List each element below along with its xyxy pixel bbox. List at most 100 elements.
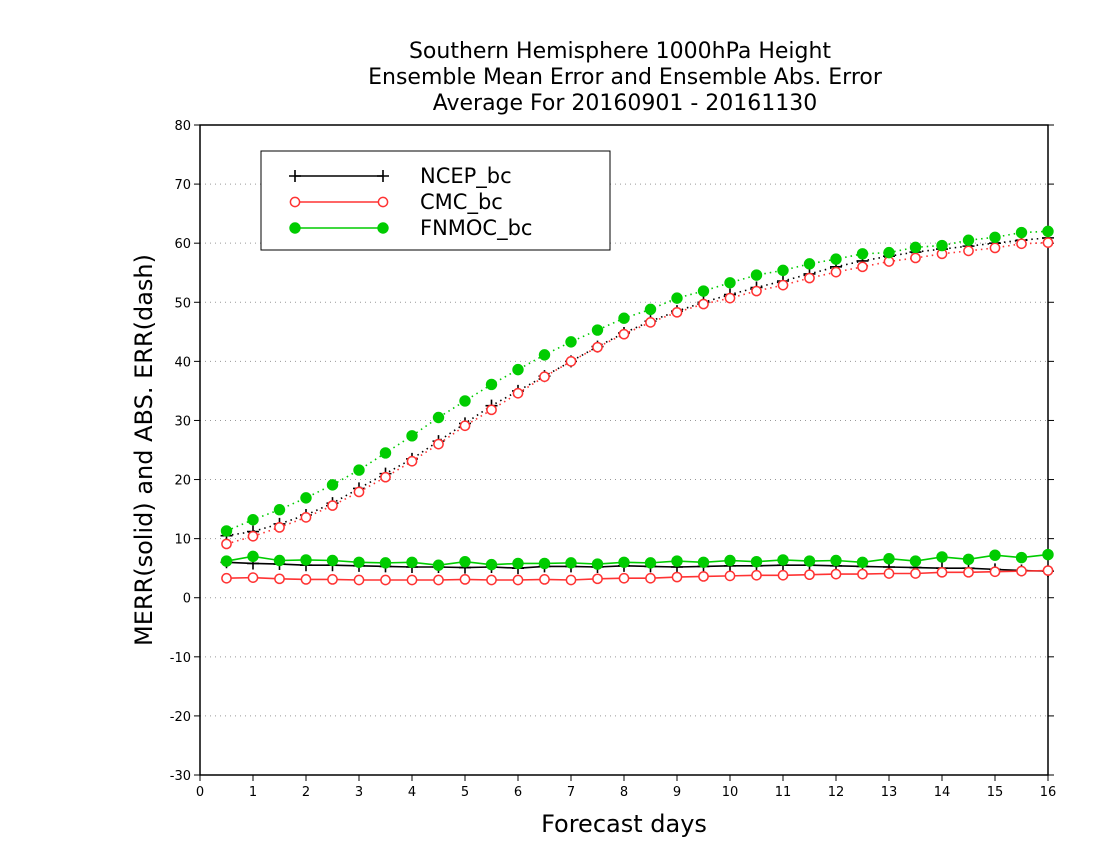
abs-err-point-cmc-bc	[804, 272, 815, 284]
merr-point-fnmoc-bc	[618, 556, 630, 568]
x-tick-label: 16	[1040, 785, 1057, 800]
merr-point-fnmoc-bc	[512, 557, 524, 570]
x-tick-label: 9	[673, 785, 681, 800]
abs-err-point-fnmoc-bc	[485, 378, 498, 391]
y-tick-label: 60	[174, 237, 191, 252]
merr-point-fnmoc-bc	[485, 558, 498, 571]
abs-err-point-fnmoc-bc	[1015, 226, 1028, 239]
abs-err-point-fnmoc-bc	[538, 349, 551, 361]
abs-err-point-fnmoc-bc	[273, 503, 286, 516]
merr-point-fnmoc-bc	[300, 554, 312, 566]
abs-err-point-fnmoc-bc	[936, 239, 948, 252]
abs-err-point-cmc-bc	[671, 306, 683, 318]
abs-err-point-fnmoc-bc	[379, 447, 392, 459]
merr-point-cmc-bc	[804, 569, 815, 581]
abs-err-point-cmc-bc	[724, 292, 736, 304]
abs-err-point-fnmoc-bc	[777, 264, 789, 277]
merr-point-fnmoc-bc	[432, 559, 445, 571]
grid	[200, 183, 1048, 717]
abs-err-point-cmc-bc	[539, 371, 550, 383]
merr-point-cmc-bc	[857, 568, 868, 580]
x-tick-label: 8	[620, 785, 628, 800]
abs-err-point-fnmoc-bc	[326, 479, 339, 491]
x-tick-label: 12	[828, 785, 845, 800]
merr-point-fnmoc-bc	[247, 550, 259, 563]
x-tick-label: 14	[934, 785, 951, 800]
x-tick-label: 2	[302, 785, 310, 800]
merr-point-cmc-bc	[618, 572, 630, 584]
abs-err-line-ncep-bc	[226, 237, 1049, 537]
merr-point-fnmoc-bc	[856, 556, 869, 568]
merr-point-fnmoc-bc	[936, 551, 948, 563]
y-tick-label: 20	[174, 474, 191, 489]
abs-err-point-cmc-bc	[989, 242, 1001, 254]
merr-point-cmc-bc	[724, 570, 736, 582]
merr-point-cmc-bc	[459, 574, 471, 585]
x-tick-label: 10	[722, 785, 739, 800]
legend-marker-fnmoc-bc	[377, 222, 389, 234]
abs-err-point-cmc-bc	[274, 522, 285, 533]
merr-point-cmc-bc	[830, 568, 842, 580]
abs-err-point-cmc-bc	[857, 261, 868, 273]
merr-point-cmc-bc	[963, 566, 974, 578]
merr-point-fnmoc-bc	[379, 557, 392, 569]
y-tick-label: 80	[174, 119, 191, 134]
abs-err-point-fnmoc-bc	[856, 248, 869, 260]
abs-err-point-cmc-bc	[353, 486, 365, 498]
x-tick-label: 13	[881, 785, 898, 800]
merr-point-fnmoc-bc	[538, 557, 551, 570]
merr-point-fnmoc-bc	[273, 554, 286, 567]
merr-point-cmc-bc	[247, 572, 259, 583]
abs-err-point-fnmoc-bc	[565, 336, 577, 348]
title-line-2: Ensemble Mean Error and Ensemble Abs. Er…	[368, 65, 883, 90]
series-group	[220, 225, 1054, 586]
abs-err-point-cmc-bc	[777, 279, 789, 291]
legend-marker-ncep-bc	[289, 170, 301, 182]
merr-point-fnmoc-bc	[803, 555, 816, 567]
abs-err-point-cmc-bc	[830, 266, 842, 278]
y-tick-label: 70	[174, 178, 191, 193]
abs-err-point-cmc-bc	[963, 245, 974, 257]
abs-err-point-cmc-bc	[486, 404, 497, 416]
y-tick-label: 0	[183, 592, 191, 607]
abs-err-point-cmc-bc	[565, 356, 577, 367]
merr-point-cmc-bc	[592, 573, 603, 585]
merr-point-cmc-bc	[698, 571, 709, 582]
merr-point-cmc-bc	[512, 574, 524, 586]
abs-err-point-fnmoc-bc	[671, 292, 683, 304]
abs-err-point-fnmoc-bc	[512, 363, 524, 376]
y-tick-label: 10	[174, 533, 191, 548]
y-tick-label: 50	[174, 296, 191, 311]
abs-err-point-fnmoc-bc	[1042, 225, 1054, 238]
legend-marker-cmc-bc	[377, 196, 389, 208]
merr-point-fnmoc-bc	[697, 556, 710, 568]
abs-err-point-fnmoc-bc	[750, 269, 763, 281]
abs-err-point-fnmoc-bc	[962, 234, 975, 246]
abs-err-point-fnmoc-bc	[406, 430, 418, 442]
abs-err-point-cmc-bc	[698, 298, 709, 310]
chart-title: Southern Hemisphere 1000hPa Height Ensem…	[368, 39, 883, 116]
merr-point-fnmoc-bc	[1015, 551, 1028, 564]
merr-point-fnmoc-bc	[989, 549, 1001, 561]
merr-point-cmc-bc	[221, 572, 232, 584]
series-ncep-bc	[220, 231, 1054, 578]
legend-item-ncep-bc: NCEP_bc	[289, 164, 512, 189]
merr-point-cmc-bc	[433, 574, 444, 586]
merr-point-fnmoc-bc	[777, 554, 789, 566]
abs-err-point-cmc-bc	[618, 328, 630, 340]
merr-point-fnmoc-bc	[326, 554, 339, 567]
merr-point-fnmoc-bc	[591, 558, 604, 570]
abs-err-point-fnmoc-bc	[803, 258, 816, 270]
abs-err-point-cmc-bc	[380, 471, 391, 483]
abs-err-point-fnmoc-bc	[989, 231, 1001, 243]
merr-point-fnmoc-bc	[883, 553, 895, 565]
abs-err-point-cmc-bc	[1042, 237, 1054, 248]
merr-point-cmc-bc	[883, 568, 895, 579]
abs-err-line-fnmoc-bc	[226, 230, 1049, 532]
merr-point-cmc-bc	[910, 568, 921, 579]
y-tick-label: 40	[174, 355, 191, 370]
abs-err-point-fnmoc-bc	[724, 277, 736, 289]
merr-point-fnmoc-bc	[220, 555, 233, 567]
